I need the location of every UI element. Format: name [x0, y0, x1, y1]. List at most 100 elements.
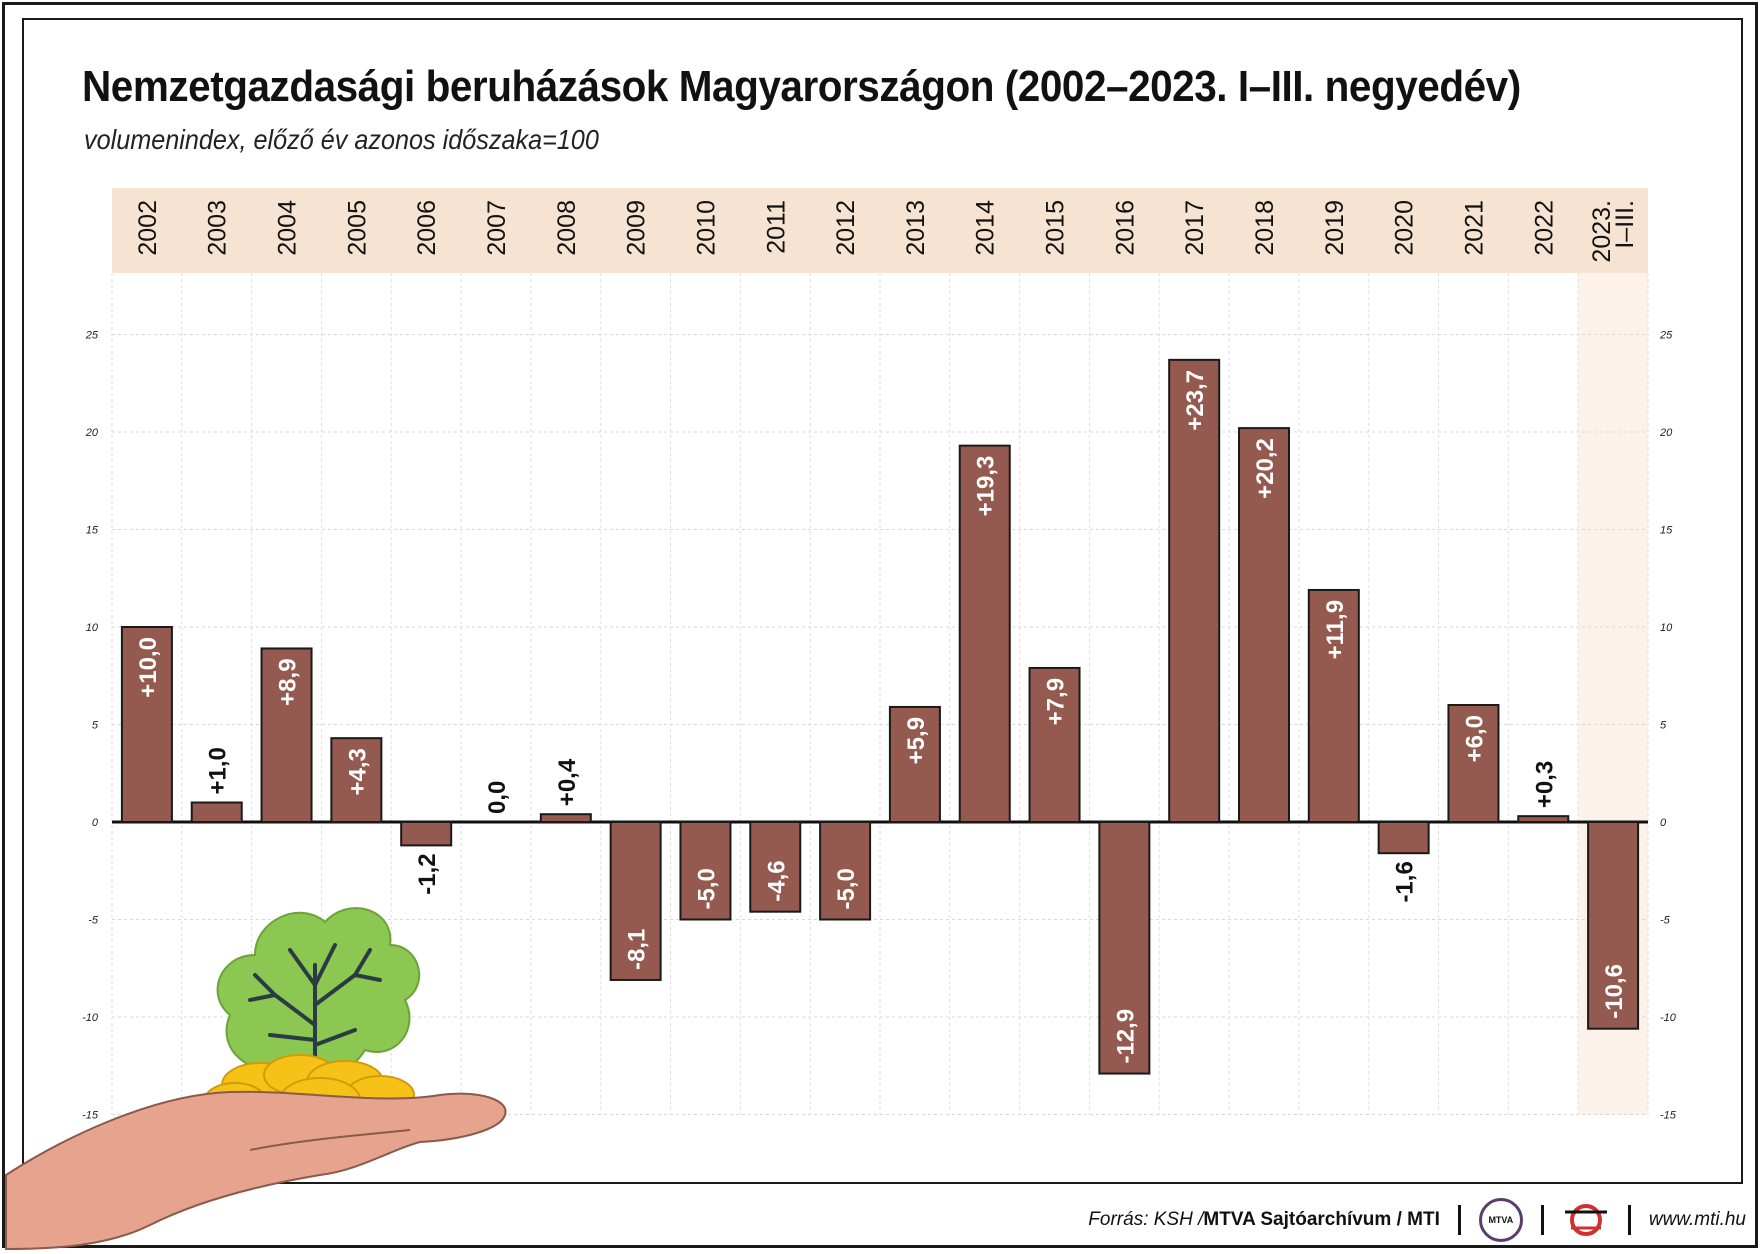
data-label: -12,9: [1112, 1009, 1139, 1064]
y-tick-label-left: 5: [92, 720, 99, 732]
data-label: -8,1: [624, 929, 651, 970]
y-tick-label-left: 15: [86, 525, 99, 537]
y-tick-label-right: 10: [1660, 622, 1673, 634]
y-tick-label-right: 15: [1660, 525, 1673, 537]
footer-separator: [1540, 1205, 1544, 1235]
data-label: +0,3: [1531, 761, 1558, 808]
bar: [958, 444, 1011, 823]
y-tick-label-right: 5: [1660, 720, 1667, 732]
y-tick-label-right: -10: [1660, 1012, 1677, 1024]
category-label: 2011: [762, 200, 790, 254]
data-label: +6,0: [1461, 715, 1488, 762]
category-label: 2016: [1111, 200, 1139, 256]
source-bold: MTVA Sajtóarchívum / MTI: [1203, 1209, 1440, 1230]
bar: [330, 737, 383, 824]
bar: [1517, 815, 1570, 824]
category-label: 2010: [692, 200, 720, 256]
data-label: +0,4: [554, 758, 581, 806]
data-label: 0,0: [484, 781, 511, 814]
data-label: +4,3: [344, 748, 371, 795]
category-label: 2020: [1391, 200, 1419, 256]
category-label: 2013: [902, 200, 930, 256]
category-header-band: [112, 188, 1648, 273]
bar: [609, 821, 662, 981]
mtva-logo-icon: MTVA: [1478, 1198, 1523, 1242]
bar: [679, 821, 732, 921]
category-label: 2009: [623, 200, 651, 256]
data-label: +20,2: [1252, 438, 1279, 499]
category-label: 2008: [553, 200, 581, 256]
y-tick-label-right: 25: [1659, 330, 1673, 342]
bar: [260, 647, 313, 824]
category-label: 2003: [204, 200, 232, 256]
y-tick-label-left: -5: [88, 915, 99, 927]
category-label: 2005: [343, 200, 371, 256]
data-label: +7,9: [1043, 678, 1070, 725]
category-label: 2014: [972, 200, 1000, 256]
y-tick-label-right: 20: [1659, 427, 1673, 439]
category-label: 2017: [1181, 200, 1209, 256]
data-label: +19,3: [973, 456, 1000, 517]
chart-title: Nemzetgazdasági beruházások Magyarország…: [82, 62, 1521, 111]
bar: [1168, 358, 1221, 823]
y-tick-label-left: 10: [86, 622, 99, 634]
category-label: 2018: [1251, 200, 1279, 256]
mti-logo-icon: [1562, 1200, 1610, 1240]
bar: [1587, 821, 1640, 1030]
footer: Forrás: KSH / MTVA Sajtóarchívum / MTI M…: [1088, 1198, 1746, 1242]
category-label: 2021: [1460, 200, 1488, 256]
data-label: -5,0: [833, 868, 860, 909]
bar: [190, 801, 243, 823]
data-label: -10,6: [1601, 964, 1628, 1019]
y-tick-label-left: -15: [82, 1110, 99, 1122]
bar: [1238, 427, 1290, 823]
footer-url: www.mti.hu: [1648, 1209, 1746, 1230]
category-label: 2007: [483, 200, 511, 256]
data-label: -5,0: [693, 868, 720, 909]
bar: [120, 626, 173, 823]
data-label: +10,0: [135, 637, 162, 698]
y-tick-label-right: -5: [1660, 915, 1671, 927]
chart-subtitle: volumenindex, előző év azonos időszaka=1…: [84, 124, 599, 155]
category-label: 2022: [1530, 200, 1558, 256]
data-label: -1,6: [1392, 861, 1419, 902]
source-plain: Forrás: KSH /: [1088, 1209, 1204, 1230]
y-tick-label-right: -15: [1660, 1110, 1677, 1122]
bar: [1028, 666, 1081, 824]
bar: [888, 705, 941, 824]
data-label: +5,9: [903, 717, 930, 764]
y-tick-label-left: 0: [92, 817, 99, 829]
footer-separator: [1627, 1205, 1631, 1235]
bar: [749, 821, 802, 913]
mtva-logo-text: MTVA: [1488, 1215, 1514, 1225]
data-label: +11,9: [1322, 600, 1349, 659]
data-label: -1,2: [414, 853, 441, 894]
data-label: +23,7: [1182, 370, 1209, 431]
data-label: -4,6: [763, 860, 790, 901]
bar: [1098, 821, 1151, 1075]
bar: [1307, 588, 1360, 824]
bar: [400, 821, 453, 847]
inner-frame: [22, 18, 1743, 1184]
category-label: 2006: [413, 200, 441, 256]
data-label: +1,0: [205, 747, 232, 794]
chart-bars: [120, 358, 1640, 1075]
hand-holding-coins-tree-icon: [5, 907, 507, 1251]
category-label: 2015: [1042, 200, 1070, 256]
y-tick-label-left: 25: [85, 330, 99, 342]
category-label: 2023.I–III.: [1588, 200, 1639, 263]
category-label: 2002: [134, 200, 162, 256]
bar: [1447, 704, 1500, 823]
y-tick-label-right: 0: [1660, 817, 1667, 829]
category-label: 2019: [1321, 200, 1349, 256]
y-tick-label-left: -10: [82, 1012, 99, 1024]
chart-grid: [111, 273, 1649, 1115]
bar: [1377, 821, 1430, 855]
category-label: 2012: [832, 200, 860, 256]
data-label: +8,9: [275, 658, 302, 705]
category-label: 2004: [274, 200, 302, 256]
footer-separator: [1457, 1205, 1461, 1235]
